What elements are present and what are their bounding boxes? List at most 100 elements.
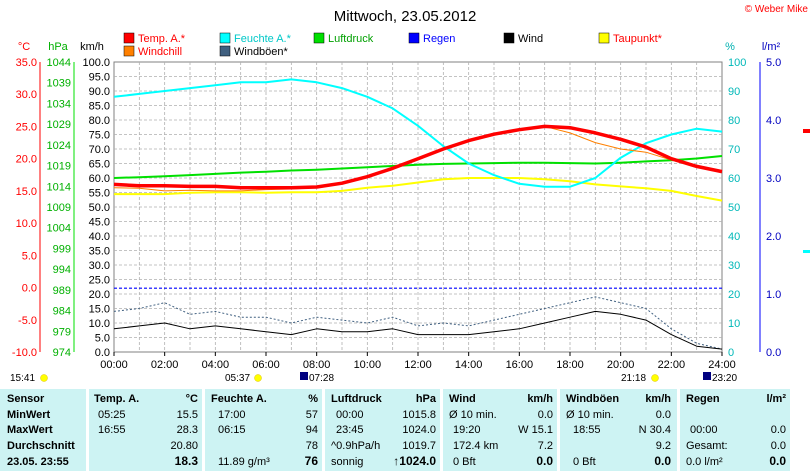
rain-tick-label: 1.0 — [766, 289, 781, 301]
press-min-value: 1015.8 — [402, 409, 436, 421]
press-current-value: ↑1024.0 — [393, 454, 436, 468]
gust-avg-value: 9.2 — [655, 440, 671, 452]
wind-min-time: Ø 10 min. — [449, 409, 497, 421]
wind-tick-label: 80.0 — [89, 115, 110, 127]
hum-tick-label: 10 — [728, 318, 740, 330]
hum-avg-value: 78 — [305, 440, 318, 452]
hum-tick-label: 0 — [728, 347, 734, 359]
legend-label-windchill: Windchill — [138, 46, 182, 58]
press-trend: ^0.9hPa/h — [331, 440, 381, 452]
left-time-label: 15:41 — [10, 373, 35, 384]
durchschnitt-label: Durchschnitt — [7, 440, 75, 452]
table-col-wind — [443, 389, 557, 471]
wind-tick-label: 25.0 — [89, 275, 110, 287]
time-tick-label: 06:00 — [252, 359, 280, 371]
press-tick-label: 1044 — [47, 57, 71, 69]
legend-label-dew: Taupunkt* — [613, 33, 663, 45]
press-tick-label: 989 — [53, 285, 71, 297]
rain-max-time: 00:00 — [690, 424, 718, 436]
series-line-taupunkt — [114, 177, 723, 202]
hum-unit: % — [308, 393, 318, 405]
wind-tick-label: 10.0 — [89, 318, 110, 330]
wind-tick-label: 60.0 — [89, 173, 110, 185]
press-tick-label: 1019 — [47, 161, 71, 173]
gust-header: Windböen — [566, 393, 620, 405]
wind-tick-label: 20.0 — [89, 289, 110, 301]
moonrise-label: 23:20 — [712, 373, 737, 384]
rain-tick-label: 0.0 — [766, 347, 781, 359]
table-col-gust — [560, 389, 677, 471]
wind-tick-label: 100.0 — [82, 57, 110, 69]
temp-tick-label: 25.0 — [16, 121, 37, 133]
gust-current-value: 0.0 — [654, 454, 671, 468]
wind-header: Wind — [449, 393, 476, 405]
wind-axis-unit: km/h — [80, 41, 104, 53]
moonset-label: 07:28 — [309, 373, 334, 384]
wind-tick-label: 50.0 — [89, 202, 110, 214]
legend: Temp. A.* Feuchte A.* Luftdruck Regen Wi… — [123, 32, 663, 58]
series-line-feuchte-a — [113, 78, 723, 188]
maxwert-label: MaxWert — [7, 424, 53, 436]
chart-title: Mittwoch, 23.05.2012 — [334, 8, 477, 25]
time-tick-label: 22:00 — [658, 359, 686, 371]
hum-tick-label: 70 — [728, 144, 740, 156]
hum-tick-label: 60 — [728, 173, 740, 185]
sunrise-label: 05:37 — [225, 373, 250, 384]
wind-tick-label: 5.0 — [95, 333, 110, 345]
minwert-label: MinWert — [7, 409, 51, 421]
hum-header: Feuchte A. — [211, 393, 267, 405]
table-col-press — [325, 389, 440, 471]
wind-tick-label: 90.0 — [89, 86, 110, 98]
sunset-icon — [651, 374, 659, 382]
temp-max-value: 28.3 — [176, 424, 198, 436]
moonrise-icon — [703, 372, 711, 380]
press-tick-label: 994 — [53, 264, 71, 276]
wind-min-value: 0.0 — [537, 409, 553, 421]
sun-icon — [40, 374, 48, 382]
gust-max-time: 18:55 — [573, 424, 601, 436]
press-forecast: sonnig — [331, 456, 364, 468]
rain-tick-label: 2.0 — [766, 231, 781, 243]
time-tick-label: 16:00 — [506, 359, 534, 371]
wind-current-value: 0.0 — [536, 454, 553, 468]
legend-swatch-rain — [408, 32, 420, 44]
hum-tick-label: 90 — [728, 86, 740, 98]
temp-axis-unit: °C — [18, 41, 30, 53]
series-lines — [113, 78, 723, 350]
rain-max-value: 0.0 — [770, 424, 786, 436]
temp-current-value: 18.3 — [174, 454, 198, 468]
legend-label-rain: Regen — [423, 33, 455, 45]
series-line-temp-a — [113, 124, 723, 190]
hum-max-value: 94 — [305, 424, 318, 436]
legend-swatch-press — [313, 32, 325, 44]
press-tick-label: 1024 — [47, 140, 71, 152]
stats-table: Sensor MinWert MaxWert Durchschnitt 23.0… — [0, 389, 810, 471]
gust-max-value: N 30.4 — [638, 424, 671, 436]
temp-header: Temp. A. — [94, 393, 140, 405]
temp-max-time: 16:55 — [98, 424, 126, 436]
temp-tick-label: 5.0 — [22, 250, 37, 262]
time-tick-label: 14:00 — [455, 359, 483, 371]
legend-swatch-gust — [219, 45, 231, 57]
rain-total-value: 0.0 — [770, 440, 786, 452]
table-col-rain — [680, 389, 790, 471]
wind-tick-label: 75.0 — [89, 130, 110, 142]
sunset-label: 21:18 — [621, 373, 646, 384]
press-tick-label: 1029 — [47, 119, 71, 131]
hum-tick-label: 20 — [728, 289, 740, 301]
wind-unit: km/h — [527, 393, 553, 405]
hum-tick-label: 40 — [728, 231, 740, 243]
sunrise-icon — [254, 374, 262, 382]
press-avg-value: 1019.7 — [402, 440, 436, 452]
hum-current-value: 76 — [304, 454, 318, 468]
legend-label-temp: Temp. A.* — [138, 33, 186, 45]
temp-unit: °C — [185, 393, 198, 405]
right-edge-red-marker — [803, 129, 810, 133]
press-tick-label: 1039 — [47, 78, 71, 90]
time-tick-label: 08:00 — [303, 359, 331, 371]
rain-tick-label: 4.0 — [766, 115, 781, 127]
wind-tick-label: 35.0 — [89, 246, 110, 258]
time-tick-label: 04:00 — [202, 359, 230, 371]
series-line-windb-en — [113, 296, 723, 350]
wind-tick-label: 85.0 — [89, 101, 110, 113]
